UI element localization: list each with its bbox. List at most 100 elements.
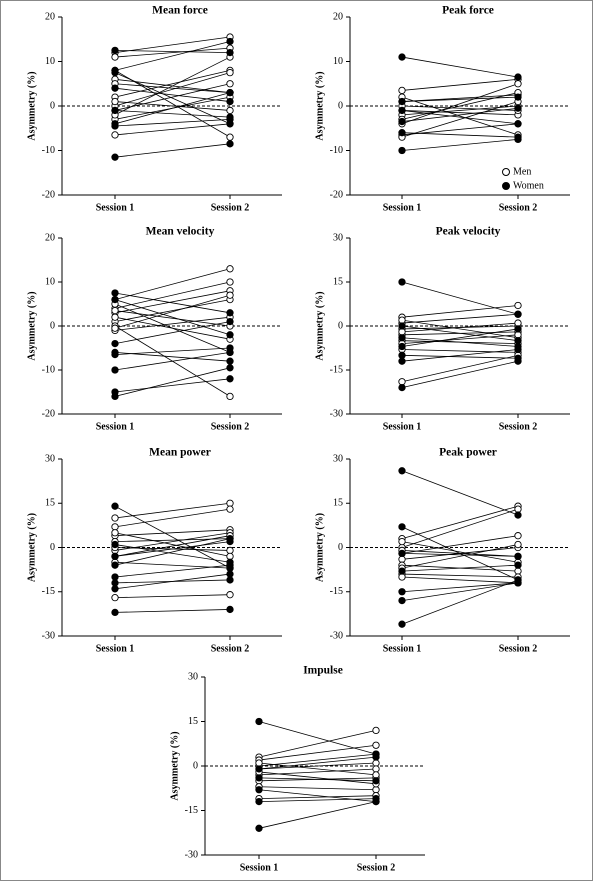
pair-line [258, 798, 377, 802]
legend-label: Women [513, 180, 544, 191]
pair-line [114, 541, 231, 557]
pair-line [114, 532, 231, 557]
point [398, 596, 406, 605]
point [372, 765, 380, 773]
point [226, 570, 234, 578]
pair-line [114, 321, 231, 344]
point [255, 759, 263, 767]
pair-line [258, 762, 377, 776]
pair-line [114, 508, 231, 528]
point [111, 552, 119, 560]
y-tick-label: 15 [188, 716, 198, 727]
pair-line [114, 538, 231, 566]
y-tick-label: 10 [45, 56, 55, 67]
point [398, 467, 406, 475]
point [372, 759, 380, 767]
point [111, 594, 119, 602]
legend-marker [502, 168, 510, 176]
pair-line [114, 41, 231, 71]
pair-line [114, 83, 231, 111]
pair-line [401, 110, 519, 116]
point [226, 113, 234, 121]
point [514, 80, 522, 88]
panel-title: Peak velocity [436, 226, 501, 238]
point [111, 585, 119, 593]
y-tick-label: 20 [45, 11, 55, 22]
y-tick-label: 0 [50, 320, 55, 331]
point [226, 317, 234, 326]
y-axis-label: Asymmetry (%) [26, 71, 37, 140]
pair-line [401, 132, 519, 138]
legend-label: Men [513, 166, 531, 177]
pair-line [114, 535, 231, 557]
y-tick-label: 0 [50, 542, 55, 553]
point [226, 331, 234, 339]
pair-line [401, 322, 519, 333]
pair-line [401, 579, 519, 625]
point [514, 511, 522, 519]
point [111, 68, 119, 77]
point [226, 576, 234, 584]
point [226, 357, 234, 365]
point [226, 97, 234, 106]
point [226, 591, 234, 599]
point [111, 53, 119, 61]
panel-title: Mean force [152, 5, 208, 17]
point [111, 46, 119, 55]
panel-title: Impulse [303, 665, 343, 677]
pair-line [114, 303, 231, 353]
x-tick-label: Session 1 [96, 202, 135, 213]
point [226, 265, 234, 273]
pair-line [258, 721, 377, 755]
x-tick-label: Session 2 [211, 202, 250, 213]
point [514, 567, 522, 575]
pair-line [401, 349, 519, 353]
pair-line [114, 594, 231, 599]
pair-line [401, 92, 519, 120]
point [398, 555, 406, 563]
pair-line [114, 299, 231, 322]
y-tick-label: -15 [330, 586, 343, 597]
point [372, 771, 380, 779]
point [255, 765, 263, 773]
point [398, 322, 406, 330]
pair-line [401, 319, 519, 339]
x-tick-label: Session 2 [499, 202, 538, 213]
point [398, 567, 406, 575]
y-tick-label: 15 [333, 498, 343, 509]
point [398, 86, 406, 95]
pair-line [114, 92, 231, 125]
point [111, 502, 119, 510]
pair-line [401, 573, 519, 578]
y-tick-label: 30 [333, 232, 343, 243]
point [398, 549, 406, 558]
pair-line [114, 316, 231, 331]
pair-line [114, 47, 231, 58]
y-tick-label: -30 [185, 849, 198, 860]
point [226, 291, 234, 299]
point [514, 120, 522, 128]
point [111, 153, 119, 161]
point [111, 608, 119, 617]
point [514, 561, 522, 569]
pair-line [401, 535, 519, 554]
x-tick-label: Session 2 [499, 421, 538, 432]
y-axis-label: Asymmetry (%) [169, 731, 180, 800]
y-axis-label: Asymmetry (%) [314, 291, 325, 360]
panel-title: Mean velocity [146, 226, 215, 238]
pair-line [114, 564, 231, 578]
pair-line [401, 354, 519, 383]
pair-line [114, 609, 231, 613]
y-axis-label: Asymmetry (%) [314, 513, 325, 582]
point [226, 48, 234, 57]
x-tick-label: Session 1 [383, 643, 422, 654]
y-tick-label: -30 [330, 630, 343, 641]
x-tick-label: Session 1 [240, 862, 279, 873]
pair-line [258, 771, 377, 785]
panel-title: Peak force [442, 5, 494, 17]
point [226, 546, 234, 555]
pair-line [258, 762, 377, 770]
pair-line [401, 576, 519, 584]
pair-line [258, 795, 377, 800]
y-tick-label: -10 [330, 145, 343, 156]
